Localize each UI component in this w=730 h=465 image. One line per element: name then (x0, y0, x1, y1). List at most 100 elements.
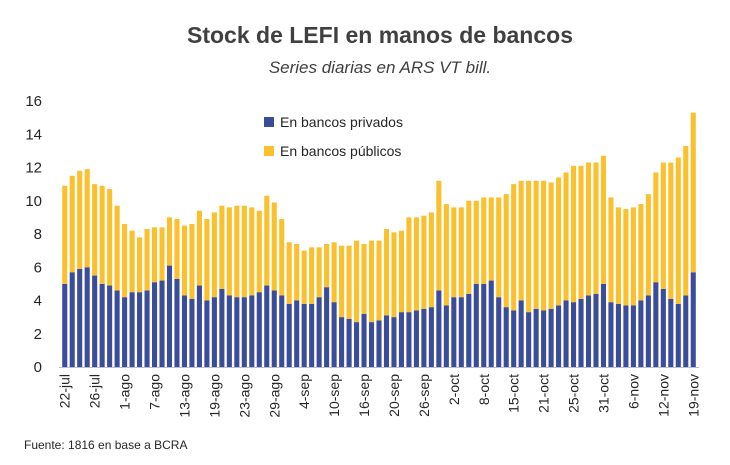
bar-segment-privados (189, 298, 195, 367)
bar-segment-privados (137, 292, 143, 367)
x-tick-label: 23-ago (236, 374, 252, 418)
bar-segment-publicos (84, 169, 90, 268)
bar-segment-publicos (481, 197, 487, 284)
bar-segment-publicos (578, 165, 584, 299)
bar-segment-privados (638, 300, 644, 367)
bar-segment-publicos (645, 194, 651, 296)
bar-segment-publicos (585, 162, 592, 296)
bar-segment-publicos (99, 185, 105, 284)
bar-segment-privados (571, 302, 577, 367)
x-tick-label: 26-jul (87, 374, 103, 408)
x-tick-label: 16-sep (356, 374, 372, 417)
chart-title: Stock de LEFI en manos de bancos (187, 22, 573, 48)
bar-segment-privados (413, 310, 419, 367)
x-tick-label: 29-ago (266, 374, 282, 418)
bar-segment-publicos (690, 112, 696, 273)
bar-segment-privados (608, 302, 614, 367)
y-tick-label: 12 (25, 160, 42, 177)
x-tick-label: 1-ago (117, 374, 133, 410)
bar-segment-privados (316, 297, 322, 368)
bar-segment-privados (600, 283, 607, 368)
bar-segment-publicos (541, 180, 547, 311)
bar-segment-publicos (264, 195, 270, 286)
bar-segment-privados (279, 295, 285, 367)
bar-segment-privados (398, 312, 404, 367)
bar-segment-privados (62, 283, 68, 368)
x-tick-label: 22-jul (57, 374, 73, 408)
bar-segment-publicos (511, 184, 517, 311)
bar-segment-publicos (548, 182, 554, 309)
bar-segment-publicos (496, 197, 502, 298)
bar-segment-privados (548, 308, 554, 367)
bar-segment-publicos (279, 219, 285, 296)
bar-segment-publicos (122, 224, 128, 298)
bar-segment-privados (346, 318, 352, 367)
bar-segment-privados (406, 312, 412, 367)
y-tick-label: 8 (34, 226, 42, 243)
bar-segment-publicos (294, 243, 300, 301)
bar-segment-publicos (309, 247, 315, 304)
bar-segment-privados (271, 290, 277, 367)
bar-segment-privados (466, 293, 472, 367)
x-tick-label: 13-ago (176, 374, 192, 418)
bar-segment-publicos (503, 194, 509, 308)
bar-segment-publicos (683, 145, 689, 296)
bar-segment-publicos (406, 217, 412, 313)
bar-segment-publicos (92, 184, 98, 276)
bar-segment-privados (443, 305, 449, 367)
bar-segment-privados (286, 303, 292, 367)
bar-segment-privados (339, 317, 345, 368)
bar-segment-publicos (249, 207, 255, 296)
bar-segment-privados (623, 305, 629, 367)
bar-segment-privados (503, 307, 509, 367)
bar-segment-privados (421, 308, 427, 367)
bar-segment-publicos (62, 185, 68, 284)
legend-swatch-privados (264, 117, 274, 127)
bar-segment-publicos (368, 240, 375, 323)
bar-segment-privados (219, 288, 225, 367)
bar-segment-privados (69, 272, 75, 367)
bar-segment-publicos (526, 180, 532, 313)
bar-segment-publicos (271, 202, 277, 291)
bar-segment-publicos (466, 200, 472, 294)
bar-segment-publicos (600, 155, 607, 284)
bar-segment-publicos (488, 197, 494, 281)
bar-segment-privados (578, 298, 584, 367)
bar-segment-publicos (421, 215, 427, 309)
bar-segment-privados (226, 295, 232, 367)
bar-segment-privados (144, 290, 150, 367)
x-tick-label: 6-nov (625, 374, 641, 409)
bar-segment-privados (181, 295, 187, 367)
bar-segment-publicos (354, 240, 360, 323)
bar-segment-publicos (151, 227, 158, 283)
y-tick-label: 4 (34, 293, 42, 310)
source-note: Fuente: 1816 en base a BCRA (24, 438, 188, 452)
y-axis-ticks: 0 2 4 6 8 10 12 14 16 (25, 93, 42, 376)
bar-segment-privados (122, 297, 128, 368)
bar-segment-publicos (675, 157, 681, 304)
bar-segment-privados (361, 313, 367, 367)
bar-segment-publicos (166, 217, 173, 266)
bar-segment-privados (615, 303, 621, 367)
bar-segment-privados (518, 300, 524, 367)
bar-segment-privados (653, 282, 659, 367)
bar-segment-publicos (398, 230, 404, 313)
bar-segment-publicos (129, 230, 135, 293)
bar-segment-publicos (376, 240, 382, 321)
bar-segment-privados (249, 295, 255, 367)
x-tick-label: 10-sep (326, 374, 342, 417)
bar-segment-publicos (181, 225, 187, 296)
bar-segment-publicos (339, 245, 345, 318)
bar-segment-publicos (608, 197, 614, 303)
bar-segment-publicos (189, 224, 195, 299)
bar-segment-privados (383, 315, 390, 367)
bar-segment-publicos (137, 237, 143, 293)
bar-segment-privados (324, 287, 330, 367)
bar-segment-privados (391, 317, 397, 368)
chart-subtitle: Series diarias en ARS VT bill. (268, 58, 492, 77)
bar-segment-publicos (458, 207, 464, 298)
bar-segment-publicos (623, 209, 629, 306)
bar-segment-privados (473, 283, 479, 368)
x-tick-label: 25-oct (566, 374, 582, 413)
